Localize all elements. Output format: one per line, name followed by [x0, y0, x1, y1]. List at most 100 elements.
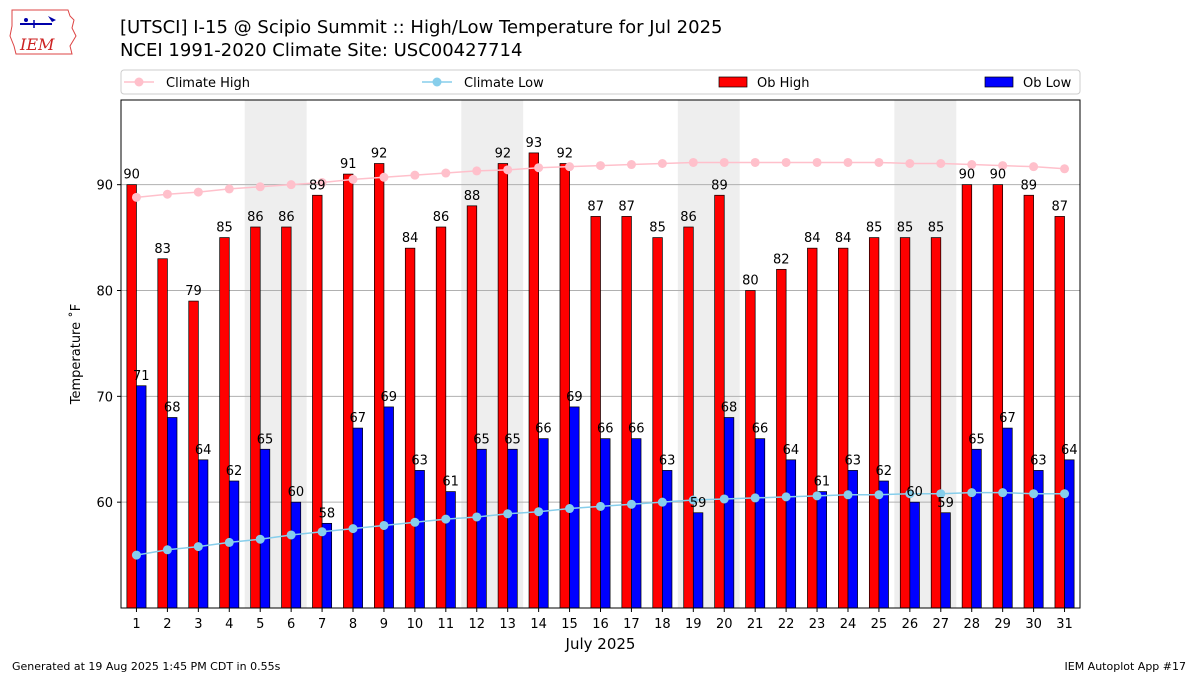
ob-high-label: 84	[402, 231, 419, 246]
climate-high-point	[534, 163, 544, 173]
climate-high-point	[967, 160, 977, 170]
ob-high-bar	[219, 237, 230, 609]
ob-low-label: 61	[442, 475, 459, 490]
x-tick-label: 28	[963, 617, 980, 632]
climate-high-point	[565, 162, 575, 172]
ob-high-label: 92	[371, 147, 388, 162]
ob-high-bar	[528, 152, 539, 609]
x-tick-label: 7	[318, 617, 326, 632]
climate-low-point	[967, 488, 977, 498]
legend-box	[120, 69, 1081, 95]
climate-high-point	[874, 157, 884, 167]
climate-high-point	[998, 161, 1008, 171]
ob-high-label: 84	[804, 231, 821, 246]
ob-high-bar	[652, 237, 663, 609]
ob-low-bar	[692, 512, 704, 609]
ob-low-label: 64	[195, 443, 212, 458]
ob-high-bar	[157, 258, 168, 609]
ob-low-bar	[816, 491, 827, 609]
x-tick-label: 14	[530, 617, 547, 632]
ob-high-label: 84	[835, 231, 852, 246]
climate-low-point	[255, 534, 265, 544]
ob-low-label: 61	[814, 475, 831, 490]
ob-high-label: 90	[990, 168, 1007, 183]
ob-high-bar	[466, 205, 478, 609]
ob-low-label: 69	[380, 390, 397, 405]
ob-high-bar	[435, 226, 447, 609]
ob-low-label: 63	[845, 453, 862, 468]
ob-high-bar	[992, 184, 1004, 609]
ob-low-bar	[662, 470, 673, 609]
ob-high-label: 92	[495, 147, 512, 162]
climate-high-point	[441, 168, 451, 178]
ob-high-bar	[930, 237, 942, 609]
ob-low-label: 67	[350, 411, 367, 426]
ob-low-legend-swatch	[984, 76, 1014, 88]
climate-low-point	[503, 509, 513, 519]
x-tick-label: 23	[809, 617, 826, 632]
x-tick-label: 13	[499, 617, 516, 632]
climate-low-point	[162, 545, 172, 555]
ob-low-label: 68	[721, 401, 738, 416]
ob-low-bar	[352, 427, 363, 609]
climate-high-point	[626, 160, 636, 170]
climate-low-point	[843, 490, 853, 500]
ob-high-label: 88	[464, 189, 481, 204]
x-tick-label: 19	[685, 617, 702, 632]
ob-high-label: 90	[123, 168, 140, 183]
ob-high-bar	[1054, 216, 1065, 609]
ob-low-bar	[1002, 427, 1013, 609]
ob-low-bar	[723, 417, 735, 609]
climate-high-point	[688, 157, 698, 167]
x-tick-label: 20	[716, 617, 733, 632]
ob-low-label: 64	[783, 443, 800, 458]
climate-high-point	[812, 157, 822, 167]
ob-high-label: 89	[309, 178, 326, 193]
ob-low-bar	[476, 448, 487, 609]
ob-high-label: 89	[711, 178, 728, 193]
climate-low-point	[812, 491, 822, 501]
climate-low-point	[317, 527, 327, 537]
ob-high-label: 80	[742, 274, 759, 289]
ob-low-bar	[754, 438, 766, 609]
ob-high-bar	[281, 226, 292, 609]
x-tick-label: 25	[871, 617, 888, 632]
ob-low-bar	[383, 406, 394, 609]
ob-high-label: 86	[433, 210, 450, 225]
y-tick-label: 70	[96, 390, 113, 405]
climate-high-point	[286, 180, 296, 190]
climate-low-point	[688, 495, 698, 505]
ob-high-label: 87	[618, 199, 635, 214]
y-axis-label: Temperature ˚F	[68, 304, 84, 405]
x-tick-label: 15	[561, 617, 578, 632]
climate-high-point	[224, 184, 234, 194]
x-tick-label: 29	[994, 617, 1011, 632]
x-tick-label: 9	[380, 617, 388, 632]
climate-low-point	[657, 497, 667, 507]
climate-low-point	[874, 490, 884, 500]
x-tick-label: 27	[933, 617, 950, 632]
ob-low-bar	[909, 501, 920, 609]
ob-high-label: 87	[587, 199, 604, 214]
climate-high-point	[843, 157, 853, 167]
y-tick-label: 80	[96, 285, 113, 300]
climate-low-legend-marker	[432, 77, 442, 87]
ob-high-label: 93	[526, 136, 543, 151]
climate-low-point	[286, 530, 296, 540]
ob-high-bar	[838, 247, 849, 609]
ob-high-label: 82	[773, 252, 790, 267]
climate-low-point	[905, 489, 915, 499]
ob-low-legend-label: Ob Low	[1023, 76, 1072, 91]
chart-subtitle: NCEI 1991-2020 Climate Site: USC00427714	[120, 40, 523, 61]
x-tick-label: 8	[349, 617, 357, 632]
generated-timestamp: Generated at 19 Aug 2025 1:45 PM CDT in …	[12, 660, 281, 673]
x-tick-label: 4	[225, 617, 233, 632]
climate-high-point	[657, 159, 667, 168]
ob-low-bar	[940, 512, 951, 609]
ob-low-label: 68	[164, 401, 181, 416]
climate-low-point	[193, 542, 203, 552]
climate-high-point	[162, 189, 172, 199]
ob-high-label: 86	[247, 210, 264, 225]
climate-low-point	[596, 501, 605, 511]
climate-high-point	[1029, 162, 1039, 172]
